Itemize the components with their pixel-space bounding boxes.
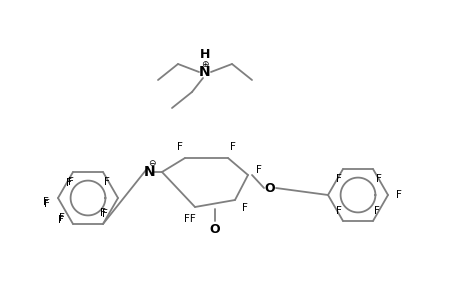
Text: F: F [230,142,235,152]
Text: FF: FF [184,214,196,224]
Text: F: F [256,165,261,175]
Text: F: F [102,209,108,219]
Text: F: F [336,206,341,216]
Text: N: N [144,165,156,179]
Text: F: F [58,215,64,225]
Text: F: F [68,177,74,187]
Text: O: O [209,223,220,236]
Text: F: F [44,199,50,209]
Text: F: F [104,177,110,187]
Text: F: F [241,203,247,213]
Text: ⊕: ⊕ [201,59,208,68]
Text: F: F [100,208,106,218]
Text: ⊖: ⊖ [148,158,156,167]
Text: F: F [395,190,401,200]
Text: F: F [373,206,379,216]
Text: F: F [59,213,65,223]
Text: F: F [375,174,381,184]
Text: F: F [177,142,183,152]
Text: O: O [264,182,275,194]
Text: F: F [336,174,341,184]
Text: F: F [43,197,49,207]
Text: F: F [66,178,72,188]
Text: H: H [199,47,210,61]
Text: N: N [199,65,210,79]
